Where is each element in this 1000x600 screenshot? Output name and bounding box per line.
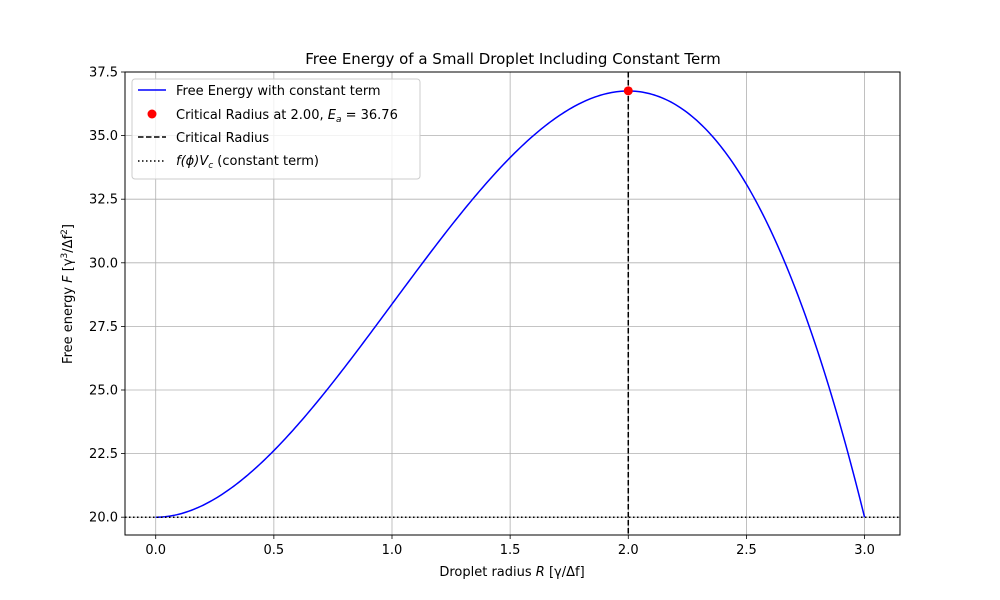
y-axis-label-sup2: 2: [60, 229, 70, 235]
y-axis-label-main: Free energy: [61, 283, 76, 364]
y-tick-label: 35.0: [89, 129, 118, 144]
x-axis-label-unit: [γ/Δf]: [545, 565, 585, 580]
legend-point-label-post: = 36.76: [341, 108, 397, 123]
legend-dotted-label-v: V: [199, 154, 209, 169]
y-axis-label-sup1: 3: [60, 253, 70, 259]
legend-point-label-sub: a: [336, 115, 342, 125]
y-axis-label-unit-pre: [γ: [61, 258, 76, 275]
legend-point-label-pre: Critical Radius at 2.00,: [176, 108, 328, 123]
x-tick-label: 3.0: [854, 543, 875, 558]
y-axis-label-var: F: [61, 275, 76, 283]
y-tick-label: 20.0: [89, 511, 118, 526]
legend-dotted-label-post: (constant term): [213, 154, 319, 169]
x-axis-label-var: R: [536, 565, 545, 580]
legend-point-swatch: [147, 109, 157, 119]
x-tick-label: 1.5: [500, 543, 521, 558]
critical-point-marker: [623, 86, 633, 96]
x-tick-label: 2.0: [618, 543, 639, 558]
legend-point-label: Critical Radius at 2.00, Ea = 36.76: [176, 108, 398, 125]
chart-title: Free Energy of a Small Droplet Including…: [305, 50, 721, 68]
x-tick-label: 0.0: [145, 543, 166, 558]
legend-dotted-label-phi: (ϕ): [181, 154, 200, 169]
grid: [125, 71, 900, 535]
x-axis-label: Droplet radius R [γ/Δf]: [439, 565, 584, 580]
free-energy-curve: [155, 90, 866, 518]
y-tick-label: 25.0: [89, 383, 118, 398]
legend-dotted-label-f: f: [176, 154, 183, 169]
y-tick-label: 32.5: [89, 193, 118, 208]
y-tick-label: 22.5: [89, 447, 118, 462]
legend-line-label: Free Energy with constant term: [176, 84, 381, 99]
y-tick-label: 27.5: [89, 320, 118, 335]
x-tick-label: 0.5: [264, 543, 285, 558]
legend-point-label-var: E: [328, 108, 337, 123]
x-tick-label: 1.0: [382, 543, 403, 558]
y-axis-label: Free energy F [γ3/Δf2]: [60, 224, 76, 364]
x-axis-label-main: Droplet radius: [439, 565, 535, 580]
y-axis-label-unit-mid: /Δf: [61, 234, 76, 252]
y-axis-label-unit-post: ]: [61, 224, 76, 229]
legend-dashed-label: Critical Radius: [176, 131, 269, 146]
plot-frame: [124, 71, 901, 536]
legend-dotted-label: f(ϕ)Vc (constant term): [176, 154, 319, 171]
legend-dotted-label-sub: c: [208, 161, 213, 171]
series-layer: [125, 72, 900, 535]
legend: Free Energy with constant term Critical …: [131, 78, 421, 180]
legend-box: [131, 78, 421, 180]
ticks: 0.0 0.5 1.0 1.5 2.0 2.5 3.0 20.0 22.5 25.0 27.5 30.…: [89, 66, 875, 559]
y-tick-label: 37.5: [89, 66, 118, 81]
x-tick-label: 2.5: [736, 543, 757, 558]
y-tick-label: 30.0: [89, 256, 118, 271]
